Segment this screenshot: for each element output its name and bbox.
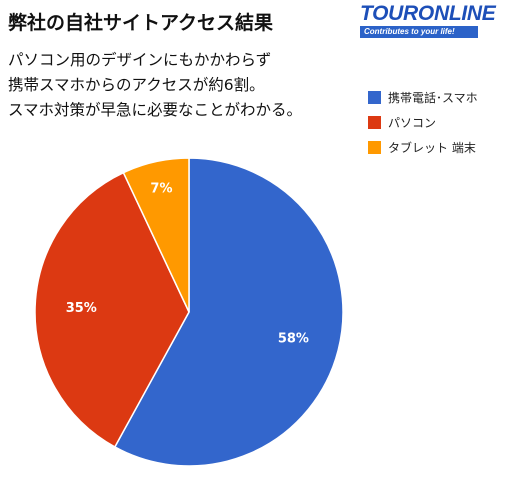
pie-slice-pc xyxy=(34,171,190,448)
slice-label-pc: 35% xyxy=(66,301,97,316)
legend-label-pc: パソコン xyxy=(388,116,437,130)
legend-label-tablet: タブレット 端末 xyxy=(388,141,476,155)
pie-slice-tablet xyxy=(122,157,190,313)
legend-label-mobile: 携帯電話･スマホ xyxy=(388,91,478,105)
chart-subtitle: パソコン用のデザインにもかかわらず 携帯スマホからのアクセスが約6割。 スマホ対… xyxy=(8,48,302,123)
logo-name: TOURONLINE xyxy=(360,2,496,25)
slice-label-mobile: 58% xyxy=(278,331,309,346)
legend-swatch-tablet xyxy=(368,141,381,154)
logo-tagline: Contributes to your life! xyxy=(360,26,478,38)
chart-title: 弊社の自社サイトアクセス結果 xyxy=(8,12,274,34)
legend-swatch-mobile xyxy=(368,91,381,104)
legend-item-pc: パソコン xyxy=(368,110,478,135)
subtitle-line-3: スマホ対策が早急に必要なことがわかる。 xyxy=(8,101,303,119)
subtitle-line-1: パソコン用のデザインにもかかわらず xyxy=(8,51,272,69)
legend-item-tablet: タブレット 端末 xyxy=(368,135,478,160)
slice-label-tablet: 7% xyxy=(150,181,172,196)
chart-legend: 携帯電話･スマホ パソコン タブレット 端末 xyxy=(368,85,478,160)
legend-swatch-pc xyxy=(368,116,381,129)
subtitle-line-2: 携帯スマホからのアクセスが約6割。 xyxy=(8,76,265,94)
touronline-logo: TOURONLINE Contributes to your life! xyxy=(360,3,505,38)
pie-slice-mobile xyxy=(113,157,344,467)
legend-item-mobile: 携帯電話･スマホ xyxy=(368,85,478,110)
